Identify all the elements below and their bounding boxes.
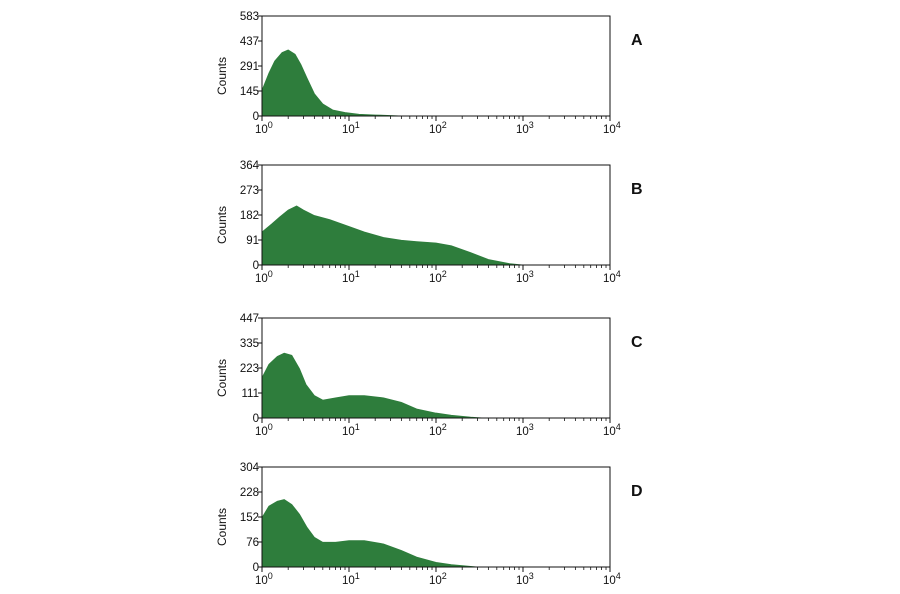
x-tick-label: 100 (255, 120, 273, 136)
histogram-area (261, 49, 402, 117)
y-tick-label: 0 (253, 562, 259, 574)
x-tick-label: 101 (342, 120, 360, 136)
x-tick-label: 102 (429, 422, 447, 438)
x-tick-label: 102 (429, 269, 447, 285)
x-tick-label: 103 (516, 269, 534, 285)
panel-label: D (631, 483, 643, 500)
y-tick-label: 304 (240, 462, 260, 474)
x-tick-label: 103 (516, 120, 534, 136)
x-tick-label: 104 (603, 422, 621, 438)
panel-label: B (631, 181, 643, 198)
x-tick-label: 104 (603, 571, 621, 587)
histogram-panel-b: 0 91 182 273 364 Counts 100 101 102 103 104 B (215, 160, 643, 285)
y-tick-label: 291 (240, 61, 259, 73)
histogram-area (261, 352, 484, 419)
panel-label: A (631, 32, 643, 49)
x-tick-label: 103 (516, 571, 534, 587)
y-tick-label: 111 (242, 388, 259, 400)
histogram-area (261, 499, 478, 568)
y-tick-label: 223 (240, 363, 259, 375)
y-axis-label: Counts (215, 206, 229, 244)
y-tick-label: 437 (240, 36, 259, 48)
y-tick-label: 583 (240, 11, 259, 23)
x-tick-label: 102 (429, 571, 447, 587)
y-tick-label: 0 (253, 260, 259, 272)
y-tick-label: 152 (240, 512, 259, 524)
x-tick-label: 104 (603, 269, 621, 285)
panel-label: C (631, 334, 643, 351)
y-tick-label: 364 (240, 160, 260, 172)
y-tick-label: 0 (253, 413, 259, 425)
y-tick-label: 273 (240, 185, 259, 197)
y-tick-label: 76 (246, 537, 259, 549)
histogram-panel-a: 0 145 291 437 583 Counts 100 101 102 103 104 A (215, 11, 643, 136)
x-tick-label: 102 (429, 120, 447, 136)
y-tick-label: 0 (253, 111, 259, 123)
y-tick-label: 91 (246, 235, 259, 247)
y-tick-label: 335 (240, 338, 259, 350)
x-tick-label: 100 (255, 269, 273, 285)
y-tick-label: 228 (240, 487, 259, 499)
histogram-panel-d: 0 76 152 228 304 Counts 100 101 102 103 104 D (215, 462, 643, 587)
y-axis-label: Counts (215, 508, 229, 546)
histogram-panel-c: 0 111 223 335 447 Counts 100 101 102 103 104 C (215, 313, 643, 438)
y-axis-label: Counts (215, 359, 229, 397)
x-tick-label: 100 (255, 422, 273, 438)
x-tick-label: 104 (603, 120, 621, 136)
x-tick-label: 101 (342, 269, 360, 285)
y-tick-label: 182 (240, 210, 259, 222)
x-tick-label: 100 (255, 571, 273, 587)
y-tick-label: 145 (240, 86, 259, 98)
y-tick-label: 447 (240, 313, 259, 325)
x-tick-label: 101 (342, 571, 360, 587)
x-tick-label: 103 (516, 422, 534, 438)
x-tick-label: 101 (342, 422, 360, 438)
histogram-area (261, 205, 524, 266)
y-axis-label: Counts (215, 57, 229, 95)
